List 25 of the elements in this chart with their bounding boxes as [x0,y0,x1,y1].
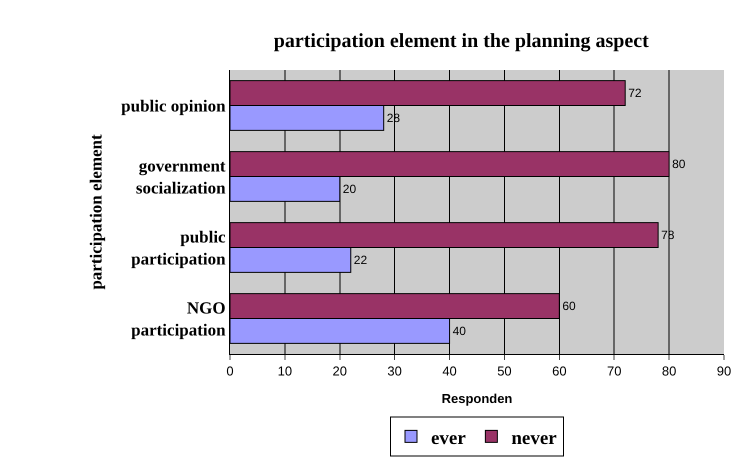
chart-title: participation element in the planning aspect [274,30,650,52]
legend-label: never [511,428,558,449]
x-tick-label: 10 [278,364,292,379]
data-label: 72 [628,86,642,100]
x-tick-label: 70 [606,364,622,379]
y-axis-title: participation element [86,134,106,290]
y-tick-label: public participation [131,227,226,268]
y-tick-label: public opinion [121,96,226,116]
x-tick-label: 0 [226,364,234,379]
x-tick-label: 90 [716,364,732,379]
y-tick-label: government socialization [136,156,226,198]
x-tick-label: 20 [332,364,348,379]
x-tick-label: 60 [552,364,567,379]
data-label: 60 [562,299,576,314]
data-label: 20 [342,182,356,196]
x-tick-label: 50 [497,364,512,379]
x-axis-title: Responden [442,391,512,406]
x-tick-label: 30 [387,364,402,379]
x-tick-label: 40 [442,364,457,379]
data-label: 22 [354,252,368,267]
x-tick-label: 80 [662,364,676,379]
legend-label: ever [431,428,466,449]
data-label: 80 [672,157,686,172]
data-label: 40 [452,324,466,338]
y-tick-label: NGO participation [131,298,226,340]
